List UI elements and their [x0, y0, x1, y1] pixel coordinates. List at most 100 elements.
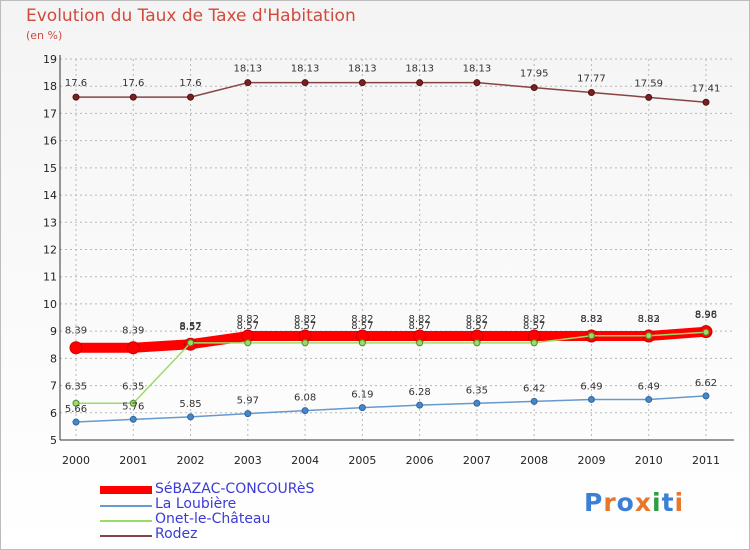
data-point-onet [358, 339, 366, 347]
data-label-sebazac: 8.82 [638, 314, 660, 325]
data-point-onet [187, 339, 195, 347]
data-label-onet: 8.57 [179, 321, 201, 332]
data-label-onet: 6.35 [122, 381, 144, 392]
data-label-onet: 8.57 [466, 321, 488, 332]
y-tick-label: 7 [50, 380, 57, 393]
data-label-sebazac: 8.82 [351, 314, 373, 325]
x-tick-label: 2002 [177, 454, 205, 467]
data-label-la-loubiere: 5.76 [122, 401, 144, 412]
y-tick-label: 12 [43, 244, 57, 257]
legend-swatch-rodez [100, 535, 152, 537]
data-point-la-loubiere [358, 404, 366, 412]
data-label-la-loubiere: 6.42 [523, 383, 545, 394]
data-point-rodez [530, 84, 538, 92]
y-tick-label: 10 [43, 298, 57, 311]
data-point-rodez [72, 93, 80, 101]
x-tick-label: 2008 [520, 454, 548, 467]
data-point-la-loubiere [530, 397, 538, 405]
legend-swatch-la-loubiere [100, 505, 152, 507]
data-label-onet: 8.83 [580, 314, 602, 325]
data-label-onet: 8.57 [351, 321, 373, 332]
x-tick-label: 2009 [577, 454, 605, 467]
data-label-la-loubiere: 6.62 [695, 378, 717, 389]
series-line-sebazac [76, 326, 707, 353]
data-point-la-loubiere [301, 407, 309, 415]
data-label-rodez: 17.6 [179, 78, 201, 89]
data-label-onet: 8.83 [638, 314, 660, 325]
series-line-rodez [76, 81, 707, 104]
logo-letter: o [616, 488, 635, 517]
y-tick-label: 18 [43, 80, 57, 93]
data-point-rodez [416, 79, 424, 87]
data-label-sebazac: 8.98 [695, 310, 717, 321]
data-label-rodez: 18.13 [233, 64, 262, 75]
y-tick-label: 19 [43, 53, 57, 66]
y-tick-label: 13 [43, 216, 57, 229]
logo-letter: i [652, 488, 662, 517]
data-label-onet: 8.57 [523, 321, 545, 332]
legend-label-rodez: Rodez [155, 526, 198, 542]
data-label-sebazac: 8.39 [65, 326, 87, 337]
x-tick-label: 2001 [119, 454, 147, 467]
data-label-rodez: 18.13 [405, 64, 434, 75]
data-label-rodez: 17.77 [577, 73, 606, 84]
data-label-sebazac: 8.82 [523, 314, 545, 325]
data-point-rodez [187, 93, 195, 101]
data-point-rodez [587, 88, 595, 96]
data-label-onet: 8.57 [294, 321, 316, 332]
chart-title: Evolution du Taux de Taxe d'Habitation [26, 6, 356, 26]
data-point-la-loubiere [416, 401, 424, 409]
x-tick-label: 2004 [291, 454, 319, 467]
data-point-la-loubiere [129, 415, 137, 423]
data-point-la-loubiere [645, 395, 653, 403]
y-tick-label: 6 [50, 407, 57, 420]
data-point-rodez [702, 98, 710, 106]
data-label-la-loubiere: 6.19 [351, 390, 373, 401]
series-line-onet [76, 331, 707, 405]
data-label-sebazac: 8.82 [409, 314, 431, 325]
data-label-la-loubiere: 6.28 [409, 387, 431, 398]
data-point-la-loubiere [587, 395, 595, 403]
data-point-rodez [244, 79, 252, 87]
data-label-la-loubiere: 5.85 [179, 399, 201, 410]
data-label-rodez: 17.6 [65, 78, 87, 89]
proxiti-logo: Proxiti [584, 488, 684, 517]
x-tick-label: 2005 [348, 454, 376, 467]
data-point-sebazac [126, 341, 140, 355]
logo-letter: t [661, 488, 675, 517]
series-line-la-loubiere [75, 395, 707, 423]
legend-label-la-loubiere: La Loubière [155, 496, 237, 512]
data-point-la-loubiere [702, 392, 710, 400]
data-label-rodez: 17.95 [520, 69, 549, 80]
data-point-onet [72, 399, 80, 407]
legend-swatch-onet [100, 520, 152, 522]
logo-letter: x [634, 488, 652, 517]
data-point-rodez [358, 79, 366, 87]
data-label-la-loubiere: 6.35 [466, 385, 488, 396]
data-label-la-loubiere: 5.97 [237, 396, 259, 407]
data-label-onet: 8.57 [409, 321, 431, 332]
data-point-rodez [645, 93, 653, 101]
data-label-onet: 6.35 [65, 381, 87, 392]
data-label-rodez: 17.41 [692, 83, 721, 94]
data-point-rodez [301, 79, 309, 87]
data-point-onet [129, 399, 137, 407]
data-point-onet [301, 339, 309, 347]
data-label-la-loubiere: 6.49 [638, 381, 660, 392]
y-tick-label: 15 [43, 162, 57, 175]
data-point-onet [244, 339, 252, 347]
y-tick-label: 11 [43, 271, 57, 284]
data-label-rodez: 18.13 [463, 64, 492, 75]
logo-letter: i [674, 488, 685, 517]
data-point-la-loubiere [473, 399, 481, 407]
logo-letter: P [584, 488, 604, 517]
data-label-rodez: 17.59 [634, 78, 663, 89]
legend-label-sebazac: SéBAZAC-CONCOURèS [155, 481, 315, 497]
data-label-rodez: 18.13 [291, 64, 320, 75]
data-label-rodez: 17.6 [122, 78, 144, 89]
data-label-sebazac: 8.52 [179, 322, 201, 333]
y-tick-label: 16 [43, 135, 57, 148]
x-tick-label: 2000 [62, 454, 90, 467]
data-point-la-loubiere [187, 413, 195, 421]
